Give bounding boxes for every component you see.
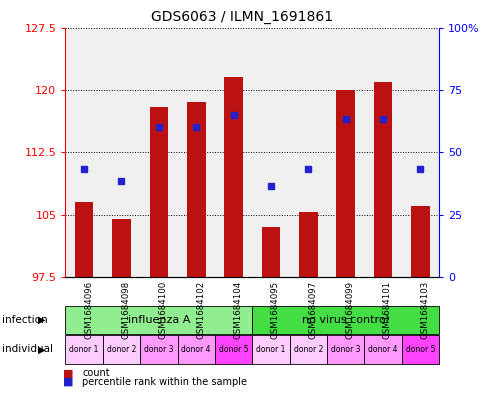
Text: donor 5: donor 5	[405, 345, 434, 354]
Text: donor 1: donor 1	[69, 345, 99, 354]
Bar	[410, 206, 429, 277]
Text: GSM1684098: GSM1684098	[121, 281, 130, 339]
Text: GSM1684095: GSM1684095	[270, 281, 279, 339]
Text: GSM1684097: GSM1684097	[307, 281, 317, 339]
Text: individual: individual	[2, 344, 53, 354]
Text: count: count	[82, 368, 110, 378]
Bar	[149, 107, 168, 277]
Text: ■: ■	[63, 368, 74, 378]
Text: ■: ■	[63, 377, 74, 387]
Text: percentile rank within the sample: percentile rank within the sample	[82, 377, 247, 387]
Text: GSM1684104: GSM1684104	[233, 281, 242, 339]
Text: ▶: ▶	[37, 344, 45, 354]
Text: GDS6063 / ILMN_1691861: GDS6063 / ILMN_1691861	[151, 10, 333, 24]
Text: GSM1684103: GSM1684103	[419, 281, 428, 339]
Bar	[335, 90, 354, 277]
Text: donor 5: donor 5	[218, 345, 248, 354]
Bar	[261, 227, 280, 277]
Text: no virus control: no virus control	[302, 315, 388, 325]
Text: GSM1684102: GSM1684102	[196, 281, 205, 339]
Text: infection: infection	[2, 315, 48, 325]
Bar	[186, 103, 205, 277]
Text: GSM1684101: GSM1684101	[382, 281, 391, 339]
Text: GSM1684100: GSM1684100	[158, 281, 167, 339]
Bar	[298, 212, 317, 277]
Text: ▶: ▶	[37, 315, 45, 325]
Bar	[224, 77, 242, 277]
Bar	[75, 202, 93, 277]
Text: GSM1684099: GSM1684099	[345, 281, 354, 339]
Text: donor 3: donor 3	[144, 345, 173, 354]
Bar	[112, 219, 131, 277]
Text: influenza A: influenza A	[127, 315, 190, 325]
Text: donor 2: donor 2	[293, 345, 322, 354]
Text: donor 1: donor 1	[256, 345, 285, 354]
Text: GSM1684096: GSM1684096	[84, 281, 93, 339]
Text: donor 3: donor 3	[330, 345, 360, 354]
Text: donor 2: donor 2	[106, 345, 136, 354]
Text: donor 4: donor 4	[181, 345, 211, 354]
Text: donor 4: donor 4	[367, 345, 397, 354]
Bar	[373, 82, 392, 277]
